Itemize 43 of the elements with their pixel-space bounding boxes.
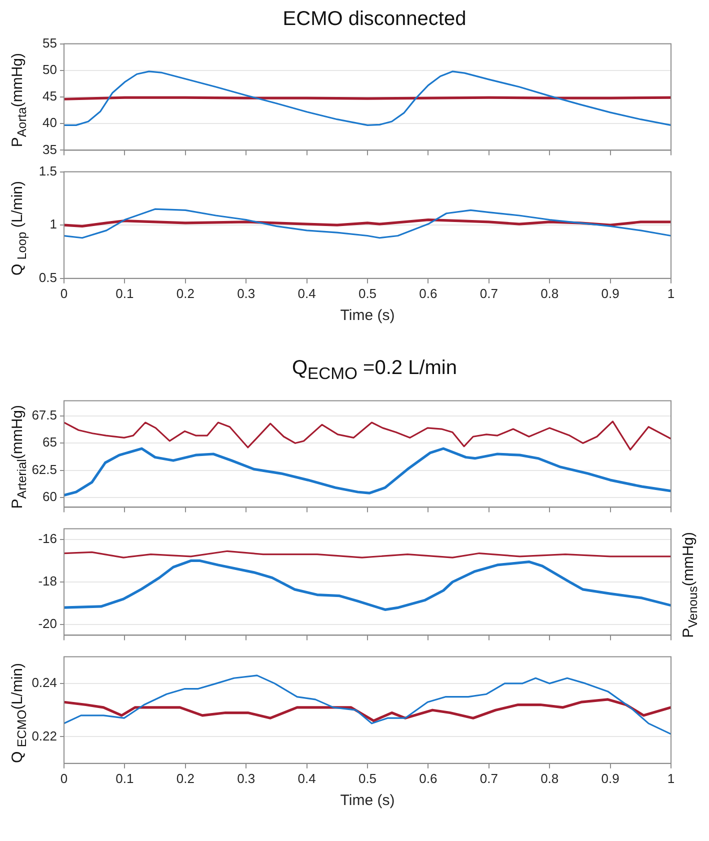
x-tick-label: 0.4 [298,770,316,786]
y-tick-label: 1 [50,216,57,232]
y-tick-label: -16 [38,531,57,546]
y-tick-label: 50 [42,62,57,77]
x-tick-label: 0.4 [298,286,316,301]
x-tick-label: 0.9 [601,770,620,786]
x-axis-title: Time (s) [340,792,395,810]
x-tick-label: 0.5 [358,286,377,301]
x-tick-label: 0.1 [116,286,134,301]
x-tick-label: 0.8 [540,286,559,301]
y-tick-label: 45 [42,88,57,104]
y-tick-label: 0.22 [32,728,57,744]
x-tick-label: 0.7 [480,770,498,786]
x-tick-label: 0.2 [176,770,194,786]
x-tick-label: 0.6 [419,286,438,301]
y-tick-label: 35 [42,142,57,157]
x-tick-label: 0.2 [176,286,194,301]
y-tick-label: 40 [42,115,57,130]
x-tick-label: 0.9 [601,286,620,301]
chart-title: ECMO disconnected [282,8,468,31]
x-tick-label: 1 [667,770,675,786]
y-tick-label: -20 [38,616,57,632]
x-tick-label: 0.5 [358,770,377,786]
x-tick-label: 0.3 [237,770,256,786]
x-tick-label: 0.7 [480,286,498,301]
x-tick-label: 0.6 [419,770,438,786]
x-tick-label: 0.3 [237,286,256,301]
x-tick-label: 0 [60,286,68,301]
x-tick-label: 0.1 [116,770,134,786]
y-tick-label: 67.5 [32,408,57,423]
x-tick-label: 1 [667,286,675,301]
x-axis-title: Time (s) [340,307,395,324]
y-tick-label: 55 [42,35,57,50]
y-tick-label: 65 [42,434,57,450]
y-tick-label: 0.5 [38,270,57,285]
y-tick-label: 1.5 [38,163,57,178]
y-tick-label: 0.24 [32,675,57,690]
x-tick-label: 0 [60,770,68,786]
y-tick-label: 60 [42,489,57,504]
x-tick-label: 0.8 [540,770,559,786]
y-tick-label: 62.5 [32,462,57,477]
y-tick-label: -18 [38,574,57,589]
chart-title: Q$_{ECMO}$ =0.2 L/min [290,357,458,384]
